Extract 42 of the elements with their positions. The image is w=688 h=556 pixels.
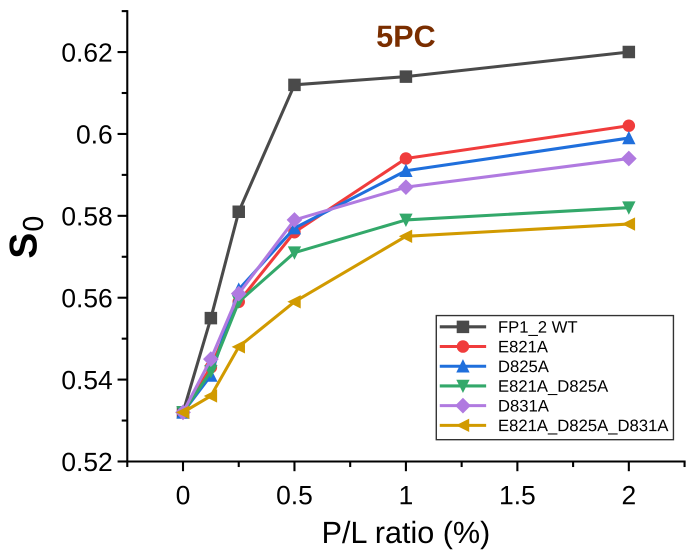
- y-tick-label: 0.52: [62, 452, 112, 472]
- x-tick-label: 1: [400, 486, 412, 504]
- legend-label: D825A: [499, 360, 549, 372]
- x-tick-label: 0.5: [277, 486, 312, 504]
- point: [622, 132, 636, 144]
- point: [288, 296, 301, 308]
- point: [400, 152, 412, 165]
- legend-label: E821A_D825A: [499, 380, 608, 396]
- legend-label: FP1_2 WT: [499, 321, 578, 336]
- point: [203, 352, 218, 367]
- point: [400, 214, 412, 226]
- point: [398, 180, 414, 195]
- point: [204, 312, 218, 324]
- point: [622, 201, 636, 214]
- point: [232, 205, 245, 218]
- x-tick-label: 0: [176, 486, 190, 504]
- y-tick-label: 0.58: [62, 206, 112, 226]
- y-tick-label: 0.62: [62, 43, 112, 62]
- y-tick-label: 0.54: [62, 370, 112, 390]
- point: [204, 390, 218, 402]
- point: [288, 246, 301, 259]
- point: [400, 164, 412, 178]
- x-tick-label: 2: [622, 486, 635, 504]
- legend-label: E821A_D825A_D831A: [499, 420, 668, 434]
- point: [232, 340, 245, 354]
- chart-title: 5PC: [377, 25, 435, 48]
- legend-label: D831A: [499, 400, 549, 412]
- legend-label: E821A: [499, 340, 548, 353]
- x-axis-title: P/L ratio (%): [324, 520, 488, 550]
- point: [400, 230, 412, 243]
- point: [622, 120, 636, 132]
- y-tick-label: 0.56: [62, 288, 112, 308]
- point: [621, 150, 636, 166]
- point: [231, 286, 246, 302]
- point: [286, 212, 302, 228]
- y-tick-label: 0.6: [77, 125, 112, 144]
- y-axis-title: S$_{0}$: [9, 216, 44, 258]
- x-tick-label: 1.5: [501, 486, 535, 504]
- point: [288, 78, 301, 92]
- point: [622, 46, 636, 58]
- point: [622, 218, 636, 230]
- point: [400, 70, 412, 83]
